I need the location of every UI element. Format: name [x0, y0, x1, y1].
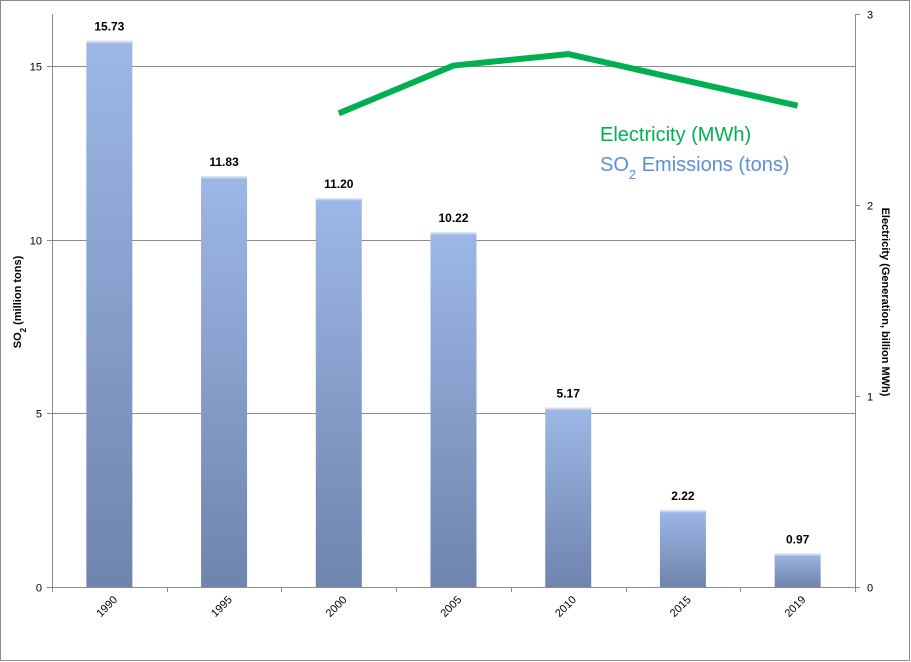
data-label-1995: 11.83 — [209, 155, 239, 169]
line-series — [337, 51, 799, 117]
y-right-tick-label-0: 0 — [867, 583, 873, 595]
data-label-2019: 0.97 — [786, 532, 810, 546]
legend-entry-so2: SO2 Emissions (tons) — [600, 154, 790, 182]
legend-text-electricity: Electricity (MWh) — [600, 124, 751, 146]
bar-2005 — [430, 232, 477, 587]
legend-entry-electricity: Electricity (MWh) — [600, 124, 751, 146]
y-axis-label-left: SO2 (million tons) — [12, 255, 28, 348]
bar-top-2000 — [315, 198, 362, 202]
data-label-2000: 11.20 — [324, 177, 354, 191]
y-right-tick-label-3: 3 — [867, 10, 873, 22]
data-label-2015: 2.22 — [671, 489, 695, 503]
bar-top-1995 — [201, 176, 248, 180]
legend: Electricity (MWh) SO2 Emissions (tons) — [600, 124, 790, 182]
bar-series — [86, 40, 821, 588]
data-label-2010: 5.17 — [557, 386, 581, 400]
bar-1995 — [201, 176, 248, 587]
y-left-tick-label-10: 10 — [30, 236, 42, 248]
y-right-tick-label-2: 2 — [867, 201, 873, 213]
bar-top-2005 — [430, 232, 477, 236]
bar-2019 — [774, 553, 821, 587]
data-label-1990: 15.73 — [94, 20, 124, 34]
data-label-2005: 10.22 — [438, 211, 468, 225]
y-axis-label-right: Electricity (Generation, billion MWh) — [879, 208, 891, 397]
y-left-tick-label-5: 5 — [36, 409, 42, 421]
bar-2010 — [545, 407, 592, 587]
bar-top-2015 — [659, 509, 706, 513]
data-labels: 15.73 11.83 11.20 10.22 5.17 2.22 0.97 — [94, 20, 809, 547]
bar-top-2019 — [774, 553, 821, 557]
bar-2000 — [315, 198, 362, 587]
bar-top-2010 — [545, 407, 592, 411]
bar-top-1990 — [86, 40, 133, 44]
y-left-tick-label-0: 0 — [36, 583, 42, 595]
bar-1990 — [86, 40, 133, 588]
electricity-line — [337, 51, 799, 117]
bar-2015 — [659, 509, 706, 587]
y-left-tick-label-15: 15 — [30, 62, 42, 74]
y-right-tick-label-1: 1 — [867, 392, 873, 404]
